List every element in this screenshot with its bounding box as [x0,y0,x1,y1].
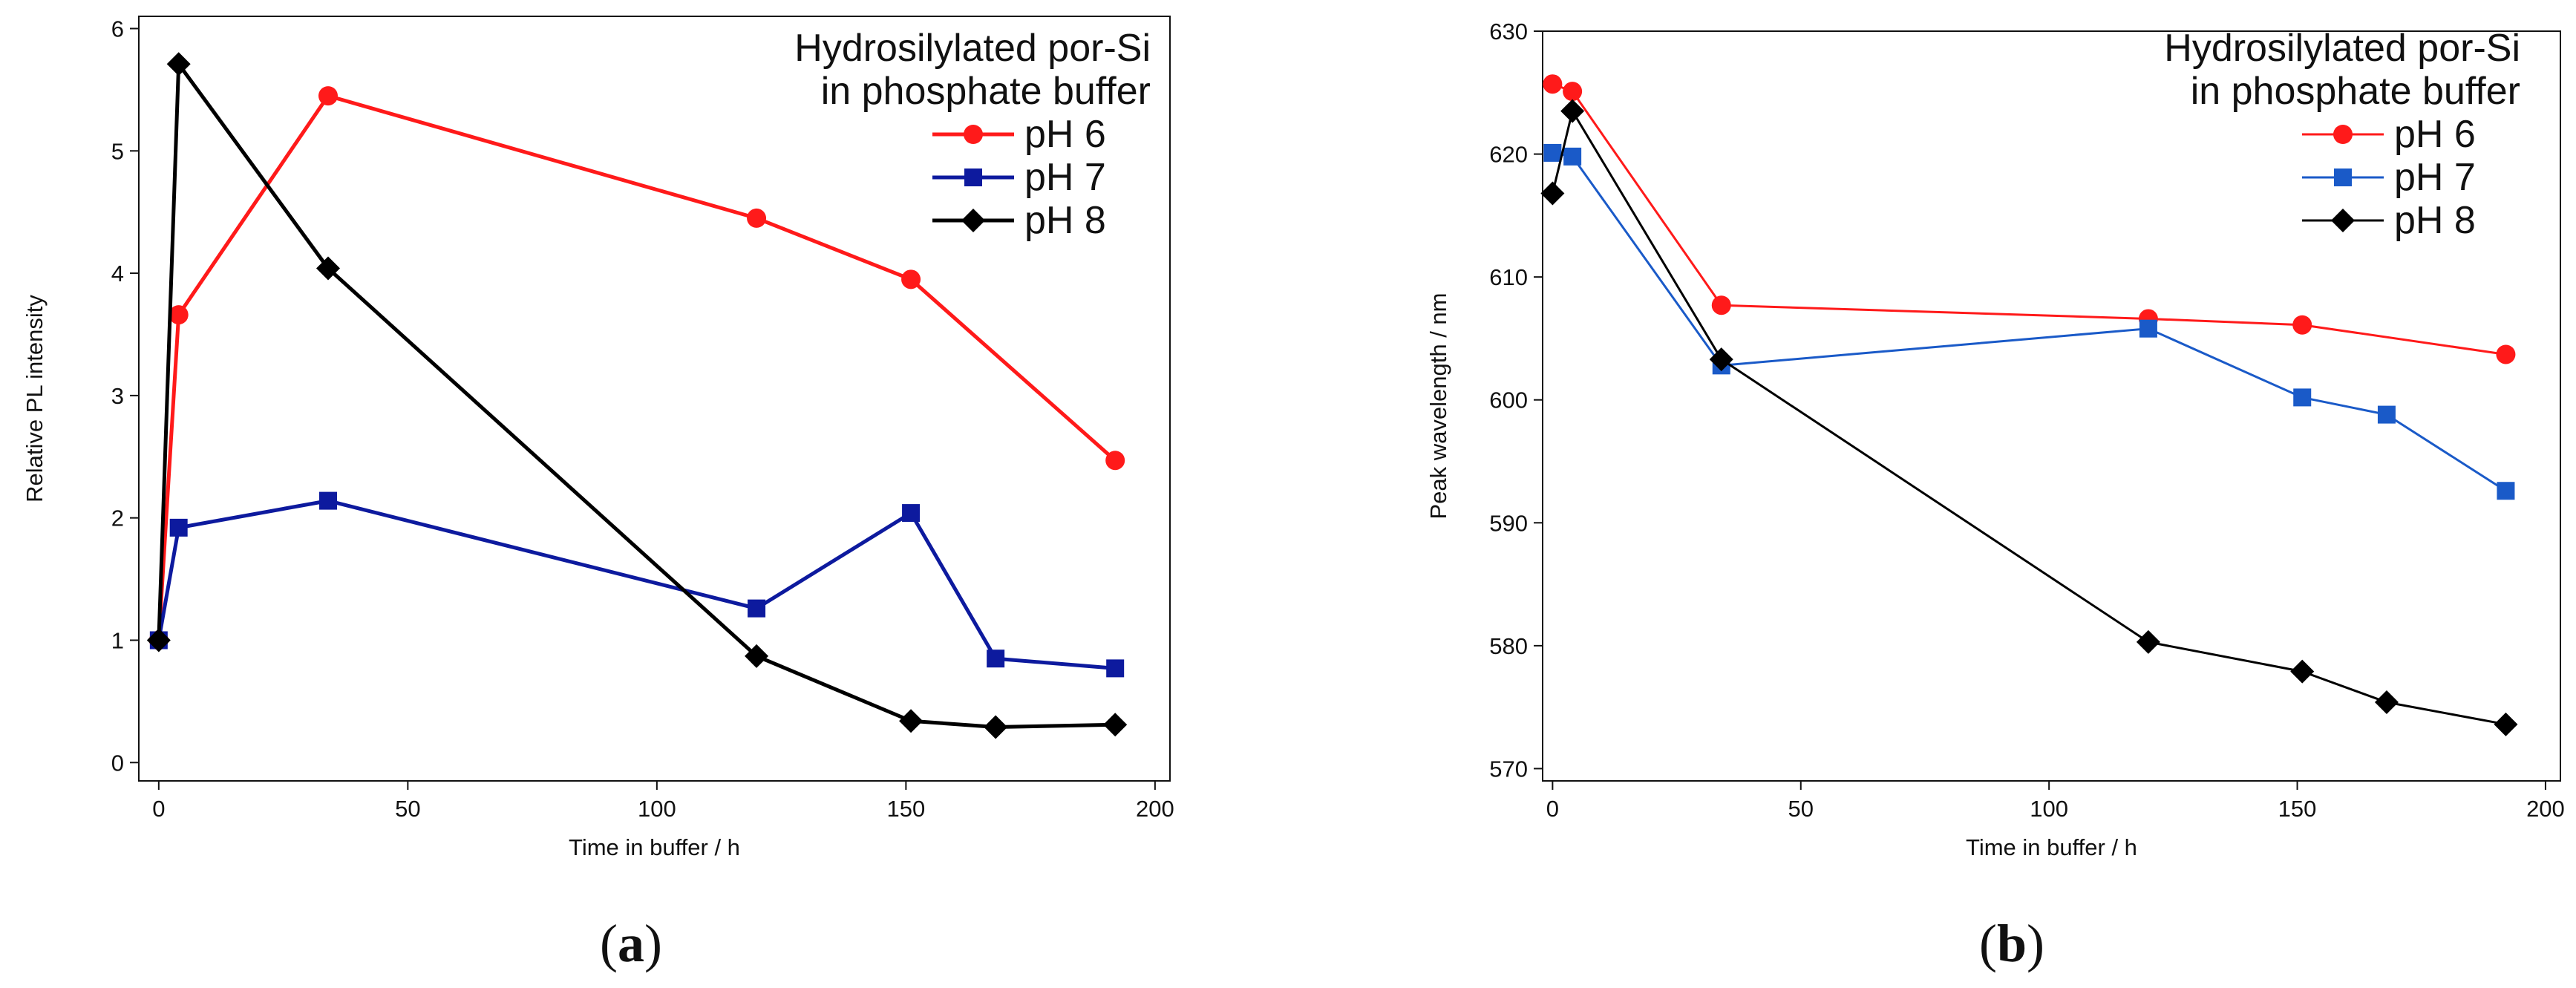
data-point-a [902,504,921,523]
legend-swatch-marker-b [2333,125,2353,144]
y-tick-label-a: 1 [111,627,124,653]
series-b-ph8 [1540,99,2518,736]
y-tick-label-b: 630 [1489,19,1528,45]
x-tick-label-b: 0 [1546,796,1559,822]
legend-label-a: pH 8 [1024,199,1106,242]
data-point-a [748,599,766,618]
y-tick-label-b: 620 [1489,142,1528,168]
y-tick-label-a: 3 [111,383,124,409]
legend-label-a: pH 7 [1024,156,1106,199]
data-point-a [987,650,1005,668]
x-tick-label-b: 150 [2278,796,2317,822]
data-point-a [1103,713,1128,737]
y-tick-label-b: 610 [1489,264,1528,290]
series-line-a [157,94,1117,641]
chart-panel-a: 0 1 2 3 4 5 6 0 50 100 150 200 Time in buffer / h Rel… [22,16,1174,860]
data-point-b [1560,99,1585,123]
plot-frame-b [1542,30,2561,782]
data-point-a [984,715,1008,739]
x-tick-label-b: 50 [1788,796,1814,822]
series-line-a [157,499,1116,670]
data-point-b [2139,319,2157,338]
x-axis-title-b: Time in buffer / h [1966,834,2137,860]
y-tick-label-a: 5 [111,138,124,164]
data-point-a [166,52,191,76]
data-point-a [901,269,921,289]
y-tick-label-b: 600 [1489,387,1528,413]
legend-swatch-marker-b [2331,209,2355,232]
x-tick-label-a: 50 [395,796,420,822]
data-point-a [1106,659,1125,678]
data-point-b [2290,659,2315,684]
data-point-b [2496,344,2516,364]
data-point-b [2497,482,2515,500]
plot-frame-a [138,16,1171,782]
x-tick-label-b: 100 [2030,796,2068,822]
y-axis-title-b: Peak wavelength / nm [1425,292,1451,519]
y-tick-label-a: 6 [111,16,124,42]
legend-swatch-marker-a [961,209,985,232]
y-tick-label-b: 570 [1489,756,1528,782]
legend-swatch-marker-a [964,169,982,186]
series-b-ph7 [1543,143,2515,500]
series-line-b [1552,151,2507,492]
series-a-ph7 [149,491,1125,678]
data-point-b [1543,143,1562,162]
series-line-a [157,62,1116,729]
data-point-a [747,208,767,228]
data-point-b [2293,388,2312,407]
series-line-b [1551,110,2506,726]
legend-swatch-marker-b [2334,169,2352,186]
data-point-b [2292,315,2312,335]
y-tick-label-a: 2 [111,506,124,531]
legend-swatch-marker-a [964,125,983,144]
data-point-b [2377,405,2396,424]
y-tick-label-b: 590 [1489,510,1528,536]
x-tick-label-a: 0 [152,796,165,822]
legend-title-line-a: Hydrosilylated por-Si [794,27,1151,70]
data-point-b [1709,347,1733,372]
data-point-b [2374,690,2399,715]
data-point-b [2136,629,2160,654]
data-point-a [169,518,188,537]
data-point-b [1563,82,1583,102]
x-axis-title-a: Time in buffer / h [569,834,740,860]
caption-b: (b) [1979,914,2044,973]
legend-label-b: pH 6 [2394,113,2476,156]
data-point-b [1711,295,1731,315]
data-point-a [1105,451,1125,471]
chart-panel-b: 570 580 590 600 610 620 630 0 50 100 150 200 Time in… [1425,19,2565,860]
legend-label-b: pH 8 [2394,199,2476,242]
data-point-a [318,86,338,106]
legend-title-line-b: in phosphate buffer [2191,70,2520,113]
data-point-b [1543,74,1563,94]
y-tick-label-b: 580 [1489,633,1528,659]
x-tick-label-a: 100 [638,796,676,822]
x-tick-label-b: 200 [2526,796,2565,822]
data-point-a [146,628,171,652]
legend-label-b: pH 7 [2394,156,2476,199]
x-tick-label-a: 200 [1136,796,1174,822]
data-point-b [2494,712,2518,736]
data-point-b [1563,147,1582,166]
x-tick-label-a: 150 [886,796,925,822]
y-tick-label-a: 0 [111,750,124,776]
y-axis-title-a: Relative PL intensity [22,295,48,503]
data-point-b [1540,181,1565,206]
data-point-a [899,709,923,733]
series-line-b [1552,82,2506,356]
data-point-a [169,305,189,325]
series-a-ph8 [146,52,1128,739]
legend-title-line-b: Hydrosilylated por-Si [2164,27,2520,70]
data-point-a [316,256,340,281]
caption-a: (a) [600,914,662,973]
y-tick-label-a: 4 [111,261,124,287]
data-point-a [745,644,769,668]
legend-label-a: pH 6 [1024,113,1106,156]
data-point-a [318,491,337,510]
legend-title-line-a: in phosphate buffer [821,70,1151,113]
